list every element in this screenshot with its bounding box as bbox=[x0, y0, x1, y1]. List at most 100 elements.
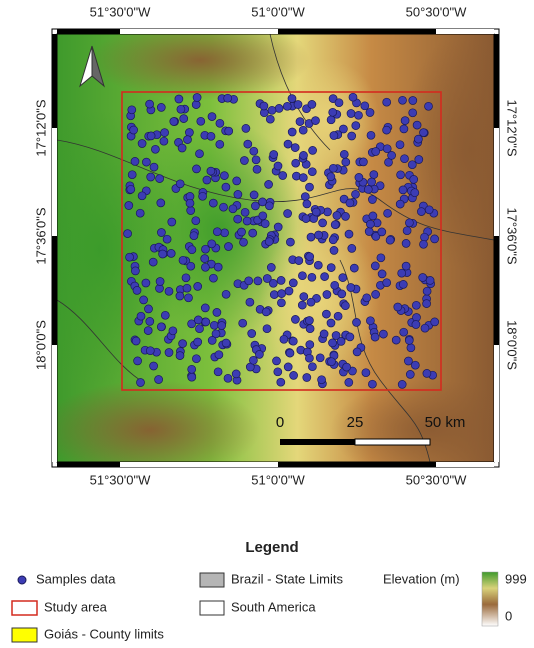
sample-point bbox=[353, 318, 361, 326]
sample-point bbox=[286, 349, 294, 357]
scale-label: 50 km bbox=[425, 414, 466, 431]
sample-point bbox=[140, 296, 148, 304]
sample-point bbox=[312, 117, 320, 125]
sample-point bbox=[214, 368, 222, 376]
sample-point bbox=[296, 118, 304, 126]
sample-point bbox=[355, 111, 363, 119]
sample-point bbox=[178, 144, 186, 152]
sample-point bbox=[136, 209, 144, 217]
sample-point bbox=[383, 279, 391, 287]
sample-point bbox=[232, 370, 240, 378]
longitude-label: 51°0'0"W bbox=[251, 4, 305, 19]
sample-point bbox=[343, 363, 351, 371]
sample-point bbox=[246, 298, 254, 306]
frame-segment bbox=[52, 128, 57, 236]
sample-point bbox=[234, 215, 242, 223]
sample-point bbox=[128, 106, 136, 114]
sample-point bbox=[265, 202, 273, 210]
sample-point bbox=[347, 284, 355, 292]
legend-symbol bbox=[200, 573, 224, 587]
sample-point bbox=[150, 362, 158, 370]
sample-point bbox=[274, 162, 282, 170]
sample-point bbox=[330, 132, 338, 140]
sample-point bbox=[240, 238, 248, 246]
sample-point bbox=[283, 102, 291, 110]
sample-point bbox=[192, 355, 200, 363]
sample-point bbox=[305, 317, 313, 325]
sample-point bbox=[295, 257, 303, 265]
sample-point bbox=[420, 240, 428, 248]
sample-point bbox=[378, 270, 386, 278]
sample-point bbox=[233, 177, 241, 185]
sample-point bbox=[248, 330, 256, 338]
sample-point bbox=[220, 172, 228, 180]
sample-point bbox=[368, 196, 376, 204]
sample-point bbox=[285, 287, 293, 295]
sample-point bbox=[150, 163, 158, 171]
latitude-label: 17°36'0"S bbox=[33, 207, 48, 264]
sample-point bbox=[214, 263, 222, 271]
sample-point bbox=[193, 165, 201, 173]
sample-point bbox=[176, 180, 184, 188]
sample-point bbox=[368, 178, 376, 186]
elevation-min: 0 bbox=[505, 608, 512, 623]
sample-point bbox=[175, 95, 183, 103]
sample-point bbox=[138, 140, 146, 148]
sample-point bbox=[275, 104, 283, 112]
terrain bbox=[20, 20, 534, 480]
sample-point bbox=[408, 161, 416, 169]
sample-point bbox=[412, 321, 420, 329]
sample-point bbox=[398, 380, 406, 388]
sample-point bbox=[224, 94, 232, 102]
sample-point bbox=[132, 337, 140, 345]
latitude-label: 17°36'0"S bbox=[505, 207, 520, 264]
sample-point bbox=[149, 258, 157, 266]
sample-point bbox=[192, 217, 200, 225]
sample-point bbox=[157, 103, 165, 111]
sample-point bbox=[305, 354, 313, 362]
frame-segment bbox=[52, 236, 57, 345]
legend-symbol bbox=[200, 601, 224, 615]
sample-point bbox=[364, 185, 372, 193]
sample-point bbox=[222, 339, 230, 347]
sample-point bbox=[278, 290, 286, 298]
sample-point bbox=[177, 105, 185, 113]
sample-point bbox=[284, 140, 292, 148]
map-figure: 0 25 50 km 51°30'0"W51°30'0"W51°0'0"W51°… bbox=[0, 0, 534, 648]
sample-point bbox=[294, 101, 302, 109]
sample-point bbox=[306, 341, 314, 349]
sample-point bbox=[328, 358, 336, 366]
sample-point bbox=[225, 243, 233, 251]
sample-point bbox=[260, 102, 268, 110]
sample-point bbox=[345, 230, 353, 238]
sample-point bbox=[342, 158, 350, 166]
frame-segment bbox=[52, 34, 57, 128]
sample-point bbox=[207, 132, 215, 140]
sample-point bbox=[213, 308, 221, 316]
sample-point bbox=[399, 186, 407, 194]
sample-point bbox=[163, 235, 171, 243]
latitude-label: 18°0'0"S bbox=[505, 320, 520, 370]
sample-point bbox=[266, 115, 274, 123]
frame-segment bbox=[494, 345, 499, 462]
sample-point bbox=[337, 337, 345, 345]
frame-segment bbox=[57, 462, 120, 467]
sample-point bbox=[176, 292, 184, 300]
sample-point bbox=[339, 274, 347, 282]
sample-point bbox=[169, 327, 177, 335]
sample-point bbox=[355, 173, 363, 181]
sample-point bbox=[185, 129, 193, 137]
longitude-label: 50°30'0"W bbox=[406, 4, 467, 19]
sample-point bbox=[319, 219, 327, 227]
sample-point bbox=[419, 274, 427, 282]
sample-point bbox=[187, 207, 195, 215]
sample-point bbox=[291, 144, 299, 152]
sample-point bbox=[410, 175, 418, 183]
elevation-color-bar bbox=[482, 572, 498, 626]
sample-point bbox=[199, 192, 207, 200]
legend-symbol bbox=[12, 601, 37, 615]
sample-point bbox=[342, 212, 350, 220]
sample-point bbox=[144, 327, 152, 335]
sample-point bbox=[303, 374, 311, 382]
sample-point bbox=[250, 147, 258, 155]
